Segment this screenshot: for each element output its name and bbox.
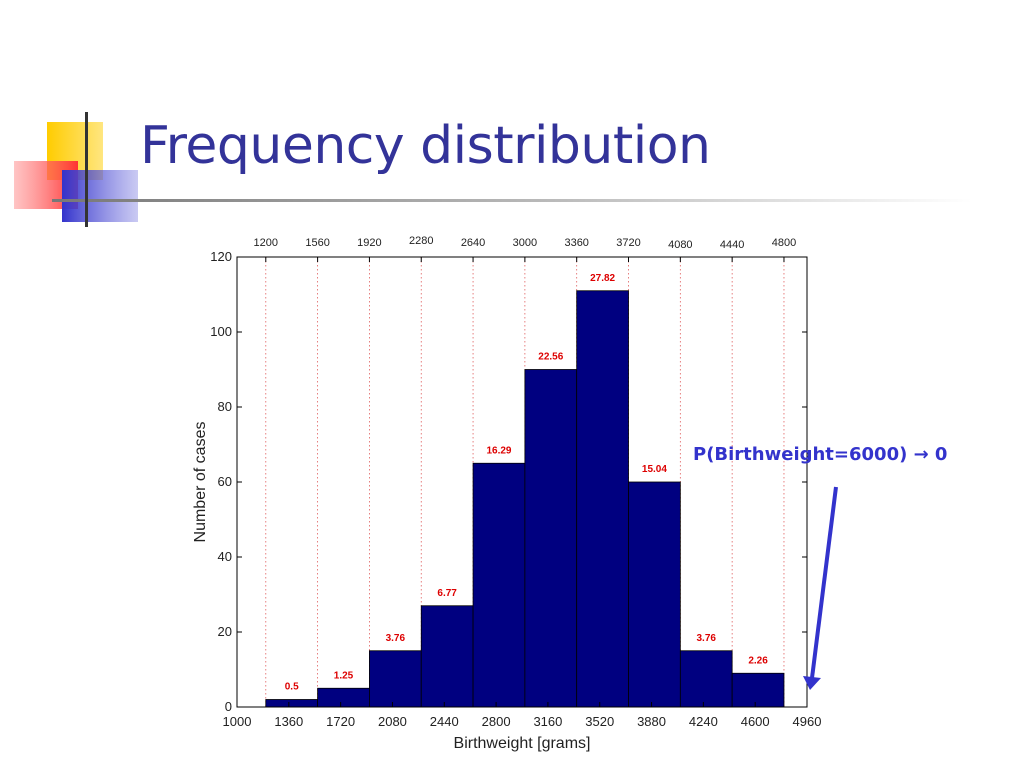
x-tick-label: 1720 — [326, 714, 355, 729]
bar-percent-label: 22.56 — [538, 352, 563, 363]
y-axis-label: Number of cases — [192, 422, 209, 543]
top-tick-label: 1560 — [305, 237, 329, 249]
x-tick-label: 2800 — [482, 714, 511, 729]
y-tick-label: 100 — [210, 324, 232, 339]
top-tick-label: 4440 — [720, 239, 744, 251]
x-tick-label: 4960 — [793, 714, 822, 729]
bar-percent-label: 15.04 — [642, 464, 667, 475]
slide-title: Frequency distribution — [140, 116, 711, 176]
y-tick-label: 60 — [218, 474, 232, 489]
probability-annotation: P(Birthweight=6000) → 0 — [693, 444, 948, 465]
x-axis-label: Birthweight [grams] — [454, 735, 591, 752]
bar-percent-label: 16.29 — [486, 445, 511, 456]
slide-logo — [14, 112, 972, 227]
bar-percent-label: 6.77 — [437, 588, 457, 599]
top-tick-label: 3000 — [513, 237, 537, 249]
histogram-bar — [679, 650, 733, 708]
y-tick-label: 120 — [210, 249, 232, 264]
x-tick-label: 3520 — [585, 714, 614, 729]
x-tick-label: 2440 — [430, 714, 459, 729]
histogram-bar — [369, 650, 422, 708]
x-tick-label: 4240 — [689, 714, 718, 729]
histogram-bar — [576, 290, 629, 708]
y-tick-label: 20 — [218, 624, 232, 639]
x-tick-label: 1360 — [274, 714, 303, 729]
y-tick-label: 40 — [218, 549, 232, 564]
top-tick-label: 2280 — [409, 235, 433, 247]
bar-percent-label: 3.76 — [386, 633, 406, 644]
x-tick-label: 3160 — [533, 714, 562, 729]
title-underline — [52, 199, 972, 202]
bar-percent-label: 1.25 — [334, 670, 354, 681]
top-tick-label: 2640 — [461, 237, 485, 249]
top-tick-label: 3360 — [564, 237, 588, 249]
histogram-bar — [628, 481, 681, 708]
top-tick-label: 4800 — [772, 237, 796, 249]
y-tick-label: 80 — [218, 399, 232, 414]
histogram-bar — [265, 699, 319, 708]
histogram-bar — [472, 462, 526, 708]
histogram-bar — [317, 687, 370, 708]
top-tick-label: 4080 — [668, 239, 692, 251]
x-tick-label: 4600 — [741, 714, 770, 729]
bar-percent-label: 0.5 — [285, 682, 299, 693]
chart-labels: 0 20 40 60 80 100 120 1000 1360 1720 2080 2440 2800 3… — [210, 235, 821, 729]
bar-percent-label: 3.76 — [697, 633, 717, 644]
logo-blue-square — [62, 170, 138, 222]
top-tick-label: 1200 — [254, 237, 278, 249]
histogram-bars — [265, 290, 785, 708]
histogram-bar — [524, 369, 578, 708]
x-tick-label: 3880 — [637, 714, 666, 729]
top-tick-label: 3720 — [616, 237, 640, 249]
top-tick-label: 1920 — [357, 237, 381, 249]
histogram-bar — [731, 672, 785, 708]
x-tick-label: 1000 — [223, 714, 252, 729]
logo-vertical-bar — [85, 112, 88, 227]
histogram-bar — [420, 605, 474, 708]
chart-axes — [236, 256, 808, 708]
bar-percent-label: 27.82 — [590, 273, 615, 284]
bar-percent-label: 2.26 — [748, 655, 768, 666]
y-tick-label: 0 — [225, 699, 232, 714]
x-tick-label: 2080 — [378, 714, 407, 729]
